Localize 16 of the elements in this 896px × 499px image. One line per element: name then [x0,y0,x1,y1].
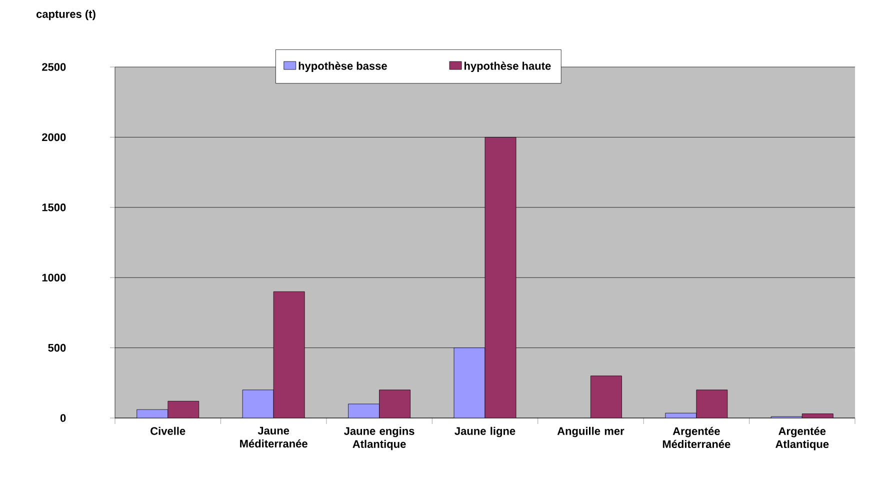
x-tick-label: Argentée Atlantique [776,426,829,450]
y-tick-label: 2500 [42,63,66,71]
legend-label: hypothèse basse [298,62,387,72]
y-tick-label: 2000 [42,133,66,142]
x-tick-label: Anguille mer [557,426,624,438]
y-tick-label: 500 [48,344,66,352]
x-tick-label: Argentée Méditerranée [662,426,730,448]
y-tick-label: 1000 [42,274,66,282]
y-tick-label: 0 [60,414,66,422]
x-tick-label: Civelle [150,426,186,435]
x-tick-label: Jaune ligne [454,426,516,438]
legend-label: hypothèse haute [464,62,551,72]
y-axis-title: captures (t) [36,10,96,20]
x-tick-label: Jaune engins Atlantique [344,426,414,450]
y-tick-label: 1500 [42,204,66,212]
x-tick-label: Jaune Méditerranée [240,426,308,448]
